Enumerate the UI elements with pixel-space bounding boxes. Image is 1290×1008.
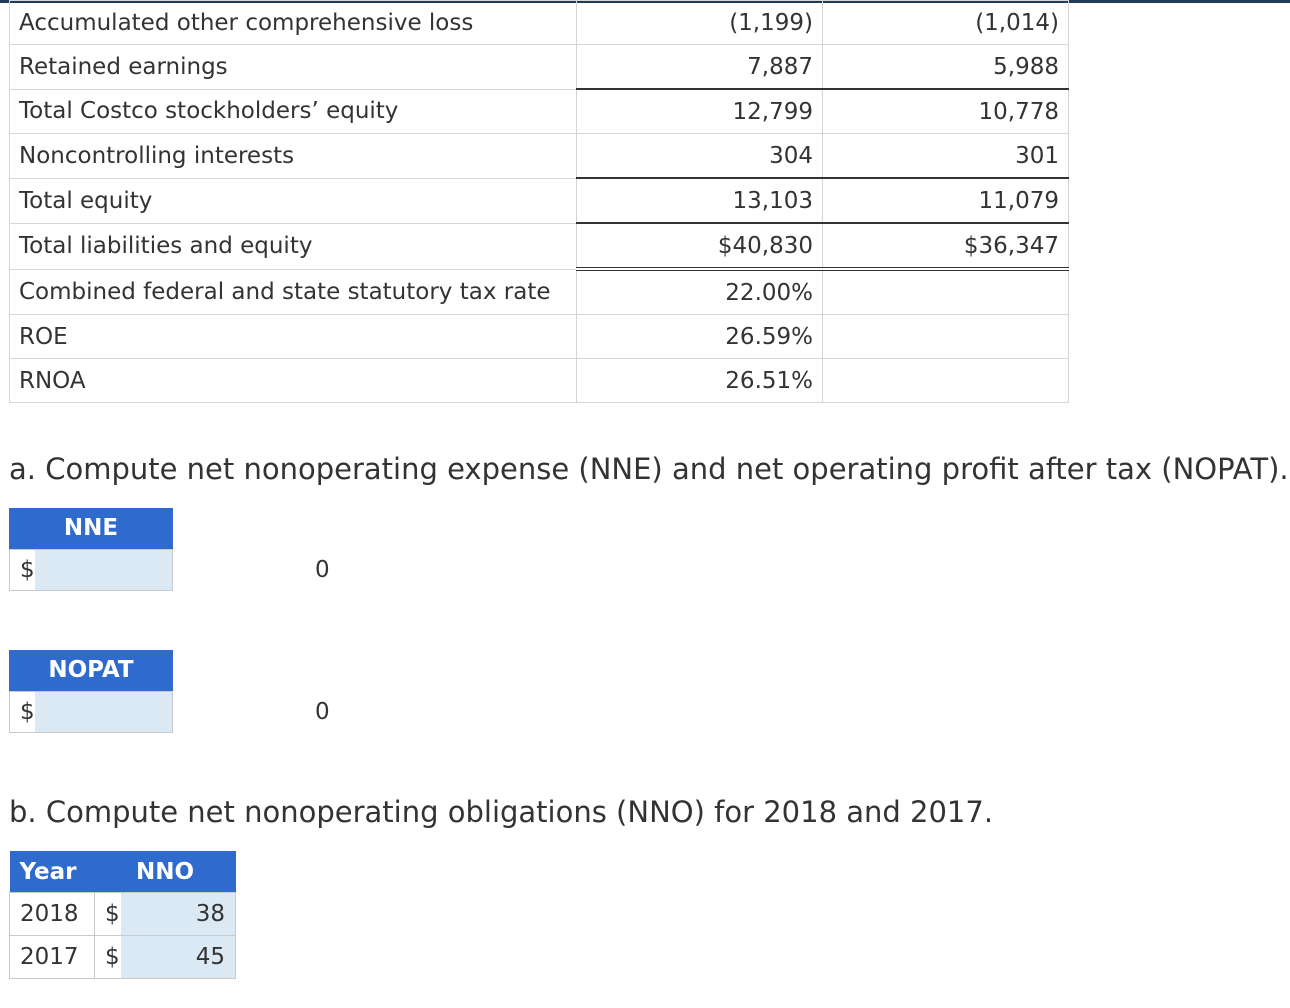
nne-header: NNE <box>9 508 173 549</box>
value-2017: 10,778 <box>822 88 1069 134</box>
row-label: Retained earnings <box>9 44 577 90</box>
table-row: Noncontrolling interests 304 301 <box>9 133 1069 179</box>
table-row: Accumulated other comprehensive loss (1,… <box>9 0 1069 45</box>
table-row: Total Costco stockholders’ equity 12,799… <box>9 88 1069 134</box>
currency-symbol: $ <box>10 692 35 732</box>
year-cell: 2018 <box>9 892 95 936</box>
currency-symbol: $ <box>10 550 35 590</box>
table-row: 2018 $ 38 <box>9 892 236 936</box>
table-row: Total equity 13,103 11,079 <box>9 177 1069 224</box>
table-row: Total liabilities and equity $40,830 $36… <box>9 222 1069 271</box>
financial-statement-table: Accumulated other comprehensive loss (1,… <box>9 0 1069 403</box>
nopat-header: NOPAT <box>9 650 173 691</box>
value-2017: 301 <box>822 133 1069 179</box>
question-part-b: b. Compute net nonoperating obligations … <box>9 795 994 829</box>
nopat-row: $ <box>9 691 340 733</box>
year-cell: 2017 <box>9 935 95 979</box>
table-row: RNOA 26.51% <box>9 358 1069 403</box>
value-2017: (1,014) <box>822 0 1069 45</box>
row-label: Noncontrolling interests <box>9 133 577 179</box>
row-label: Accumulated other comprehensive loss <box>9 0 577 45</box>
nno-header-row: Year NNO <box>9 851 236 893</box>
value-2018: 22.00% <box>576 268 823 315</box>
value-2018: $40,830 <box>576 222 823 271</box>
value-2017: 11,079 <box>822 177 1069 224</box>
value-2017 <box>822 314 1069 359</box>
nno-answer-table: Year NNO 2018 $ 38 2017 $ 45 <box>9 851 236 979</box>
nno-header: NNO <box>94 851 236 893</box>
value-2017: $36,347 <box>822 222 1069 271</box>
table-row: 2017 $ 45 <box>9 935 236 979</box>
currency-symbol: $ <box>94 935 121 979</box>
value-2018: 26.59% <box>576 314 823 359</box>
nne-answer-box: NNE $ <box>9 508 340 591</box>
row-label: Total equity <box>9 177 577 224</box>
table-row: Combined federal and state statutory tax… <box>9 268 1069 315</box>
value-2017 <box>822 358 1069 403</box>
year-header: Year <box>9 851 95 893</box>
currency-symbol: $ <box>94 892 121 936</box>
nopat-input[interactable] <box>34 692 340 732</box>
row-label: RNOA <box>9 358 577 403</box>
nno-2017-input[interactable]: 45 <box>121 935 236 979</box>
table-row: Retained earnings 7,887 5,988 <box>9 44 1069 90</box>
value-2017 <box>822 268 1069 315</box>
nno-2018-input[interactable]: 38 <box>121 892 236 936</box>
value-2018: 12,799 <box>576 88 823 134</box>
nne-input[interactable] <box>34 550 340 590</box>
nne-row: $ <box>9 549 340 591</box>
row-label: Total liabilities and equity <box>9 222 577 270</box>
nopat-answer-box: NOPAT $ <box>9 650 340 733</box>
value-2018: 13,103 <box>576 177 823 224</box>
value-2018: 7,887 <box>576 44 823 90</box>
question-part-a: a. Compute net nonoperating expense (NNE… <box>9 452 1289 486</box>
value-2018: (1,199) <box>576 0 823 45</box>
value-2017: 5,988 <box>822 44 1069 90</box>
table-row: ROE 26.59% <box>9 314 1069 359</box>
value-2018: 26.51% <box>576 358 823 403</box>
row-label: ROE <box>9 314 577 359</box>
row-label: Combined federal and state statutory tax… <box>9 268 577 315</box>
row-label: Total Costco stockholders’ equity <box>9 88 577 134</box>
value-2018: 304 <box>576 133 823 179</box>
